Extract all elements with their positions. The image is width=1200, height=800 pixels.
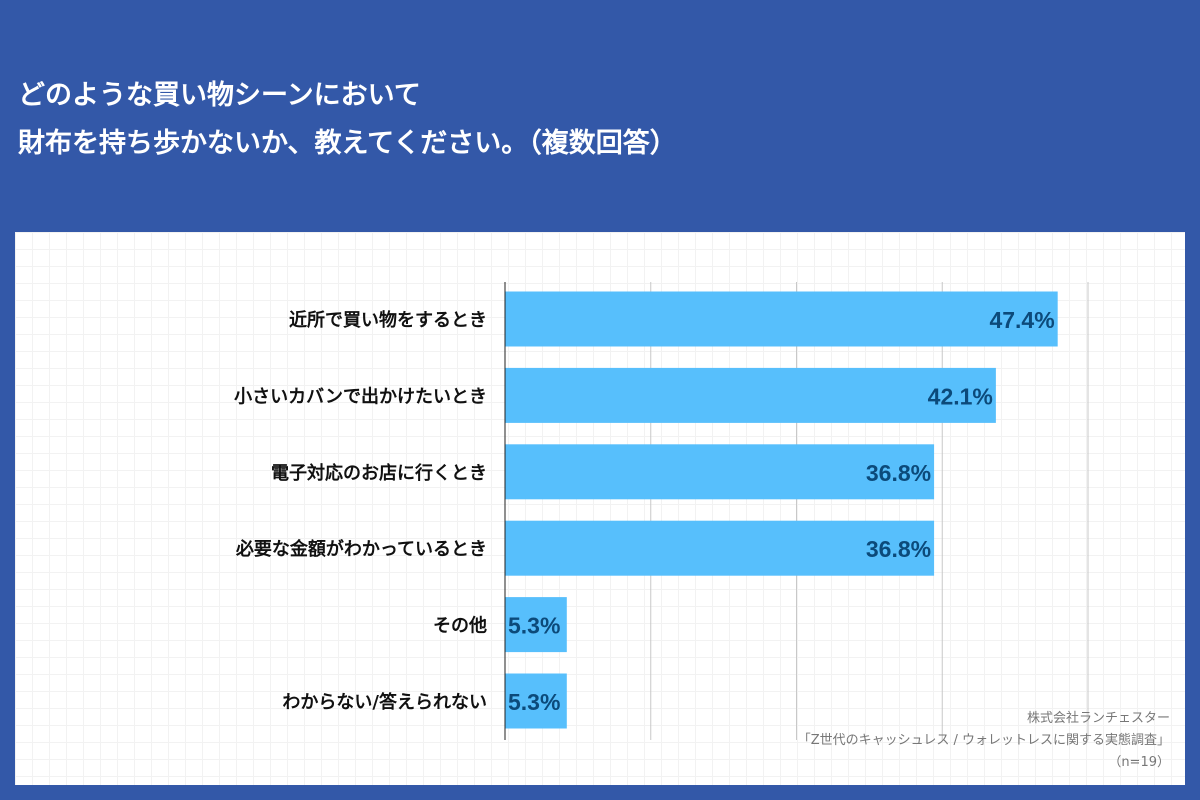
bar <box>505 520 935 576</box>
bar <box>505 367 996 423</box>
value-label: 5.3% <box>508 689 560 715</box>
bar <box>505 444 935 500</box>
category-label: 近所で買い物をするとき <box>289 309 487 331</box>
page-title: どのような買い物シーンにおいて 財布を持ち歩かないか、教えてください。（複数回答… <box>18 72 677 168</box>
bar <box>505 673 567 729</box>
source-company: 株式会社ランチェスター <box>1026 711 1170 726</box>
category-label: わからない/答えられない <box>282 691 487 713</box>
category-label: 必要な金額がわかっているとき <box>235 538 487 560</box>
category-label: その他 <box>433 615 487 637</box>
bar <box>505 597 567 653</box>
source-sample: （n=19） <box>1108 755 1170 770</box>
title-line-2: 財布を持ち歩かないか、教えてください。（複数回答） <box>18 128 677 159</box>
source-survey: 「Z世代のキャッシュレス / ウォレットレスに関する実態調査」 <box>797 733 1170 748</box>
value-label: 36.8% <box>866 536 931 562</box>
title-line-1: どのような買い物シーンにおいて <box>18 80 421 111</box>
value-label: 47.4% <box>989 307 1054 333</box>
bar <box>505 291 1058 347</box>
value-label: 36.8% <box>866 460 931 486</box>
category-label: 小さいカバンで出かけたいとき <box>234 385 487 407</box>
category-label: 電子対応のお店に行くとき <box>271 462 487 484</box>
source-note: 株式会社ランチェスター 「Z世代のキャッシュレス / ウォレットレスに関する実態… <box>798 708 1170 774</box>
value-label: 42.1% <box>928 383 993 409</box>
value-label: 5.3% <box>508 613 560 639</box>
